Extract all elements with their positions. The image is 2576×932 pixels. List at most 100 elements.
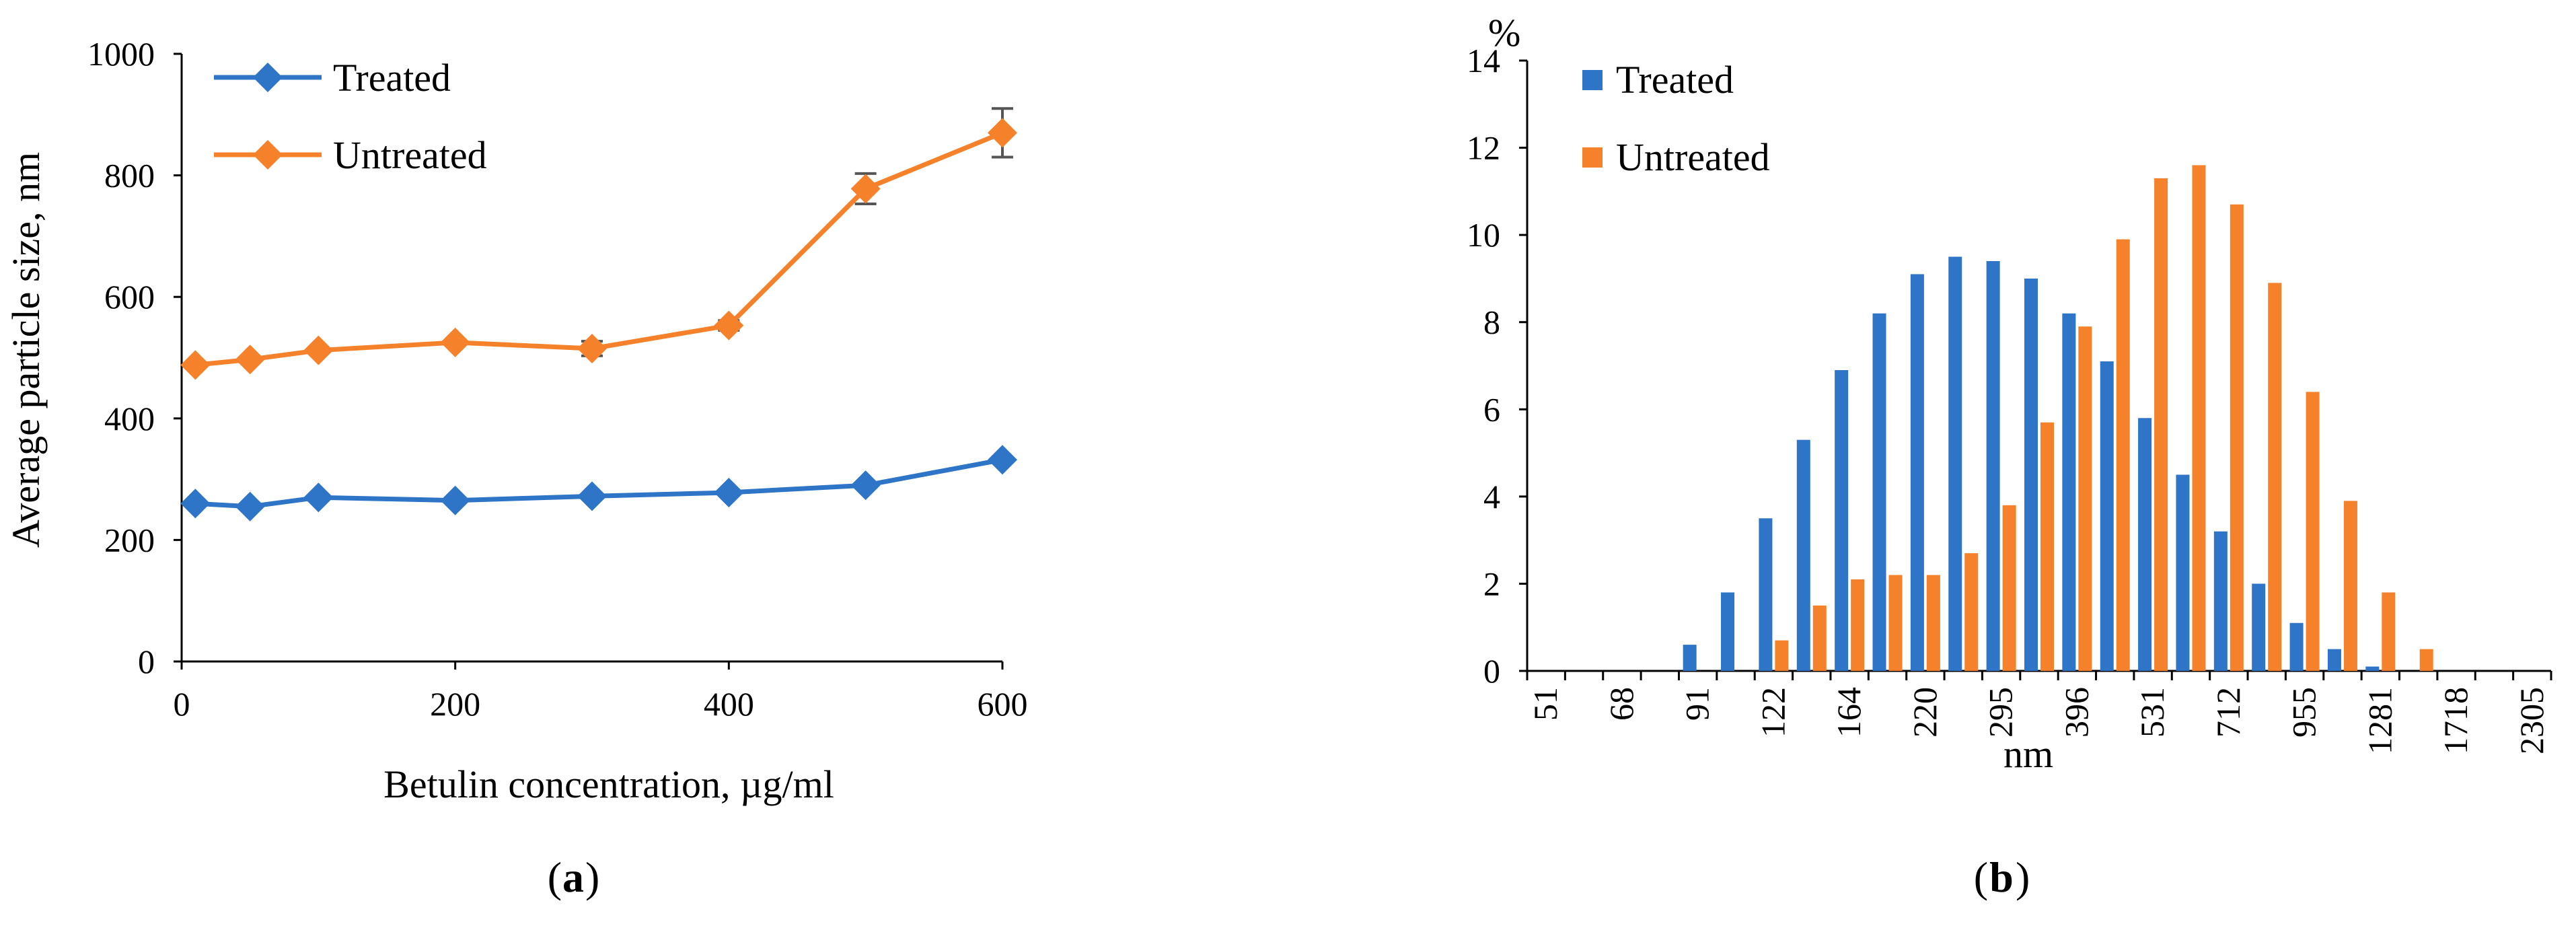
a-point-treated [714,477,744,507]
a-x-tick-label: 400 [704,685,754,723]
b-x-tick-label: 220 [1906,687,1944,738]
b-bar-treated [1721,592,1735,671]
a-x-tick-label: 200 [430,685,480,723]
b-legend-swatch [1582,147,1603,168]
panel-label-a-letter: a [562,853,584,901]
b-bar-treated [2062,313,2076,671]
panel-label-b-letter: b [1989,853,2014,901]
a-point-untreated [988,118,1017,148]
b-bar-treated [1948,256,1962,671]
panel-label-a: ( a ) [548,853,600,901]
a-x-tick-label: 600 [978,685,1028,723]
b-bar-untreated [1926,575,1940,671]
a-point-untreated [440,327,470,357]
b-bar-treated [2100,361,2114,671]
a-point-treated [577,481,607,511]
b-bar-untreated [2268,283,2282,672]
b-y-tick-label: 4 [1483,478,1500,515]
b-y-tick-label: 2 [1483,565,1500,602]
svg-text:(: ( [1974,853,1988,901]
a-point-treated [180,489,211,519]
b-legend-swatch [1582,70,1603,90]
a-y-tick-label: 1000 [87,35,155,73]
b-bar-untreated [2002,505,2016,671]
b-bar-untreated [2116,239,2130,671]
a-point-untreated [714,310,744,340]
b-bar-untreated [1775,640,1789,671]
b-bar-untreated [1964,553,1979,671]
b-bar-untreated [2078,326,2092,671]
a-legend-marker [253,140,283,170]
b-y-tick-label: 0 [1483,652,1500,690]
a-legend-label: Untreated [333,133,487,177]
a-series-line-untreated [194,131,1004,367]
b-x-tick-label: 122 [1754,687,1792,738]
b-bar-treated [1683,645,1697,671]
b-x-tick-label: 396 [2057,687,2095,738]
b-bar-untreated [2306,392,2320,671]
a-point-untreated [577,333,607,363]
a-y-tick-label: 200 [104,521,155,559]
b-bar-treated [1872,313,1886,671]
a-legend-marker [253,63,283,92]
b-bar-treated [2176,474,2190,671]
b-bar-untreated [1812,605,1827,671]
b-bar-untreated [1888,575,1903,671]
b-x-tick-label: 1718 [2437,687,2474,754]
b-y-tick-label: 8 [1483,303,1500,341]
b-bar-untreated [2192,165,2206,671]
a-y-tick-label: 800 [104,157,155,194]
b-x-tick-label: 2305 [2513,687,2550,754]
a-legend: Treated Untreated [214,56,487,177]
b-x-tick-label: 955 [2285,687,2323,738]
panel-label-b: ( b ) [1974,853,2030,901]
a-y-tick-label: 0 [138,643,155,680]
b-y-axis-label: % [1488,11,1520,55]
a-x-axis-label: Betulin concentration, µg/ml [383,762,834,806]
b-x-tick-label: 51 [1526,687,1564,721]
b-x-axis-label: nm [2003,732,2053,776]
b-x-tick-label: 68 [1603,687,1640,721]
b-bar-treated [2213,531,2228,671]
b-bar-treated [1796,439,1810,671]
b-y-tick-label: 12 [1467,129,1500,167]
b-bar-treated [2138,418,2152,671]
b-bar-untreated [2230,204,2244,671]
b-bar-treated [1759,518,1773,671]
b-bar-treated [2289,622,2304,671]
a-legend-label: Treated [333,56,451,100]
b-bar-treated [2024,278,2038,671]
b-bar-untreated [2343,501,2357,671]
a-y-axis-label: Average particle size, nm [4,152,48,548]
b-x-tick-label: 1281 [2361,687,2398,754]
b-bar-treated [1986,261,2000,671]
svg-text:): ) [585,853,599,901]
a-point-untreated [180,350,211,380]
a-point-untreated [850,174,881,204]
b-bar-treated [1910,274,1924,671]
a-point-treated [235,491,265,522]
b-bar-untreated [2382,592,2396,671]
b-legend-label: Untreated [1616,135,1770,179]
b-bar-untreated [1851,579,1865,671]
b-x-tick-label: 164 [1830,687,1868,738]
b-legend: Treated Untreated [1582,58,1770,179]
a-point-untreated [303,335,334,365]
b-x-tick-label: 295 [1982,687,2020,738]
a-point-treated [988,445,1017,475]
b-bar-treated [2327,649,2341,671]
b-legend-label: Treated [1616,58,1734,102]
b-bar-treated [1835,369,1849,671]
b-x-tick-label: 712 [2209,687,2247,738]
svg-text:(: ( [548,853,562,901]
b-x-tick-label: 531 [2133,687,2171,738]
b-bar-untreated [2040,422,2054,671]
a-x-tick-label: 0 [174,685,190,723]
a-y-tick-label: 600 [104,278,155,316]
a-y-tick-label: 400 [104,400,155,437]
a-point-treated [850,470,881,501]
b-y-tick-label: 10 [1467,216,1500,254]
a-point-treated [440,485,470,515]
